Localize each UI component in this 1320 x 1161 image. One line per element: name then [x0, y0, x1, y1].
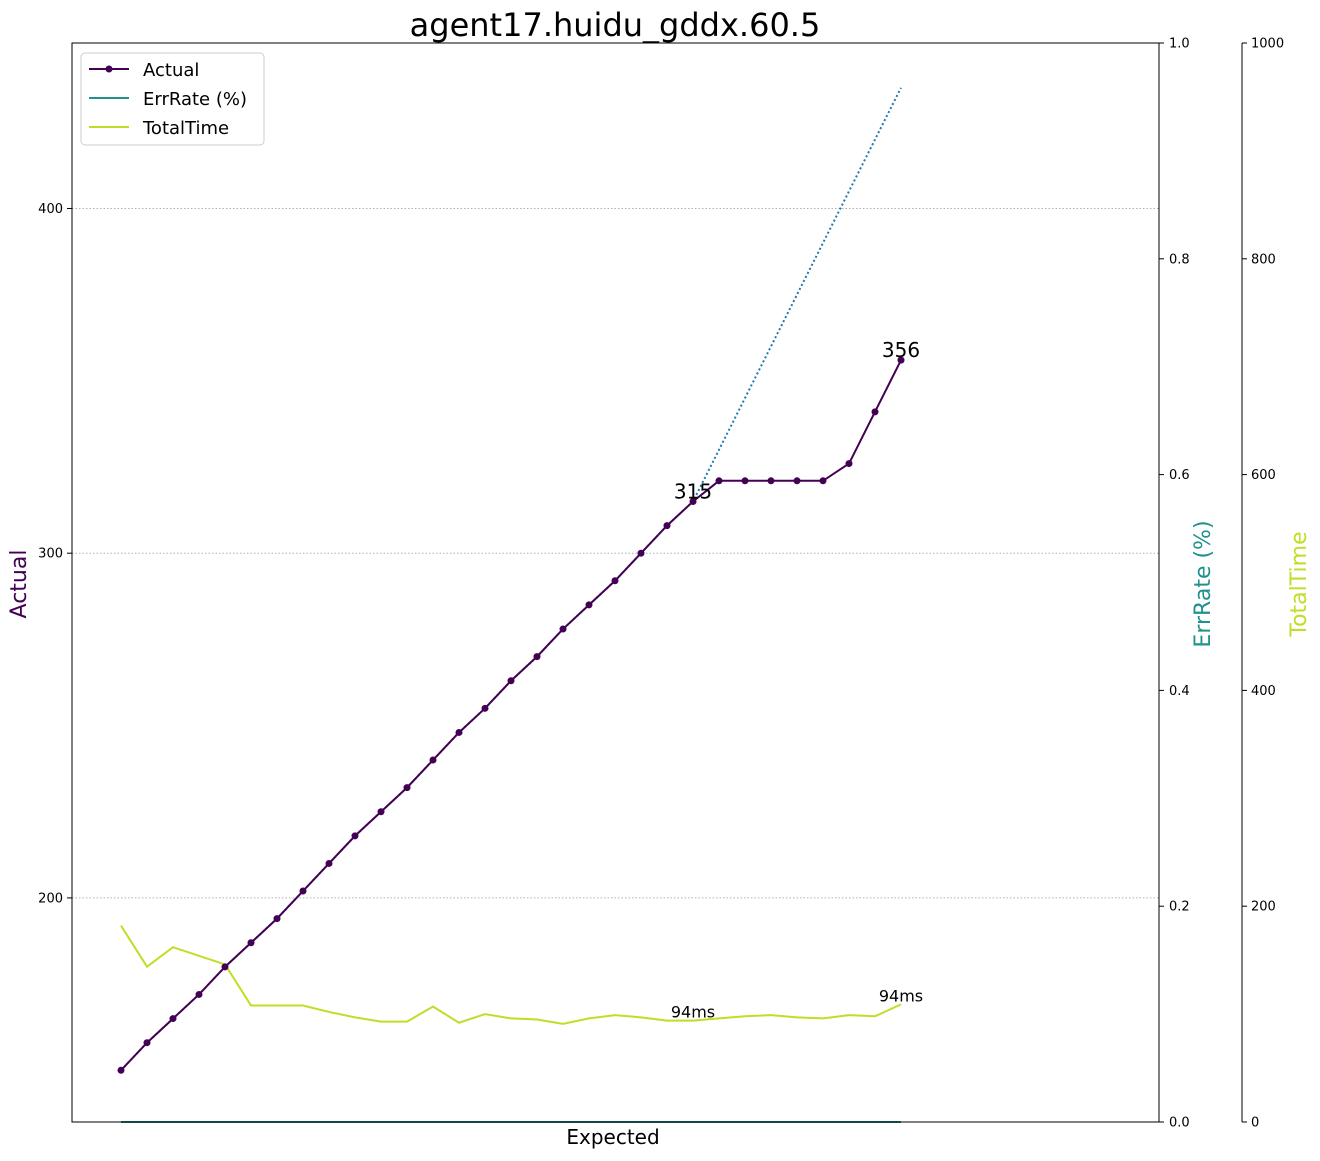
actual-point-2	[169, 1015, 177, 1023]
legend-marker-actual	[105, 65, 113, 73]
actual-point-4	[221, 963, 229, 971]
actual-point-17	[559, 625, 567, 633]
actual-point-14	[481, 704, 489, 712]
right1-tick-label-5: 1.0	[1169, 37, 1190, 52]
legend: Actual ErrRate (%) TotalTime	[80, 52, 265, 146]
actual-point-10	[377, 808, 385, 816]
left-tick-label-300: 300	[38, 547, 63, 562]
actual-point-29	[871, 408, 879, 416]
y-axis-label-left: Actual	[7, 550, 32, 619]
actual-point-13	[455, 728, 463, 736]
right2-tick-label-200: 200	[1251, 900, 1276, 915]
legend-label-totaltime: TotalTime	[142, 118, 229, 139]
actual-point-6	[273, 915, 281, 923]
legend-box	[80, 52, 265, 146]
right2-tick-label-0: 0	[1251, 1116, 1259, 1131]
actual-point-22	[689, 497, 697, 505]
axis-right1: 0.0 0.2 0.4 0.6 0.8 1.0	[1159, 37, 1190, 1131]
actual-point-12	[429, 756, 437, 764]
x-axis-label: Expected	[566, 1125, 659, 1149]
right1-tick-label-3: 0.6	[1169, 468, 1190, 483]
left-tick-label-400: 400	[38, 202, 63, 217]
actual-point-21	[663, 522, 671, 530]
right2-tick-label-400: 400	[1251, 684, 1276, 699]
right2-tick-label-600: 600	[1251, 468, 1276, 483]
right1-tick-label-4: 0.8	[1169, 252, 1190, 267]
y-axis-label-right1: ErrRate (%)	[1191, 520, 1216, 647]
actual-point-0	[117, 1066, 125, 1074]
annotations: 315 356 94ms 94ms	[671, 338, 923, 1021]
actual-point-16	[533, 653, 541, 661]
grid	[72, 207, 1159, 899]
annotation-3: 94ms	[879, 986, 923, 1005]
right2-tick-label-1000: 1000	[1251, 37, 1284, 52]
axis-left: 200 300 400	[38, 202, 72, 906]
actual-point-15	[507, 677, 515, 685]
actual-point-27	[819, 477, 827, 485]
actual-point-7	[299, 887, 307, 895]
actual-point-23	[715, 477, 723, 485]
actual-point-1	[143, 1039, 151, 1047]
annotation-0: 315	[674, 479, 712, 503]
plot-frame	[71, 42, 1160, 1123]
actual-point-25	[767, 477, 775, 485]
actual-point-30	[897, 356, 905, 364]
legend-label-actual: Actual	[143, 60, 199, 81]
legend-label-errrate: ErrRate (%)	[143, 89, 247, 110]
actual-point-28	[845, 460, 853, 468]
actual-point-18	[585, 601, 593, 609]
actual-point-5	[247, 939, 255, 947]
y-axis-label-right2: TotalTime	[1287, 531, 1312, 637]
axis-right2: 0 200 400 600 800 1000	[1241, 37, 1284, 1131]
right1-tick-label-1: 0.2	[1169, 900, 1190, 915]
actual-point-8	[325, 859, 333, 867]
right1-tick-label-2: 0.4	[1169, 684, 1190, 699]
actual-point-19	[611, 577, 619, 585]
actual-point-11	[403, 784, 411, 792]
annotation-1: 356	[882, 338, 920, 362]
right1-tick-label-0: 0.0	[1169, 1116, 1190, 1131]
actual-point-24	[741, 477, 749, 485]
actual-point-3	[195, 990, 203, 998]
actual-point-20	[637, 549, 645, 557]
left-tick-label-200: 200	[38, 891, 63, 906]
right2-tick-label-800: 800	[1251, 252, 1276, 267]
actual-point-9	[351, 832, 359, 840]
actual-point-26	[793, 477, 801, 485]
annotation-2: 94ms	[671, 1003, 715, 1022]
totaltime-series-line	[120, 925, 902, 1025]
chart-title: agent17.huidu_gddx.60.5	[410, 6, 821, 44]
